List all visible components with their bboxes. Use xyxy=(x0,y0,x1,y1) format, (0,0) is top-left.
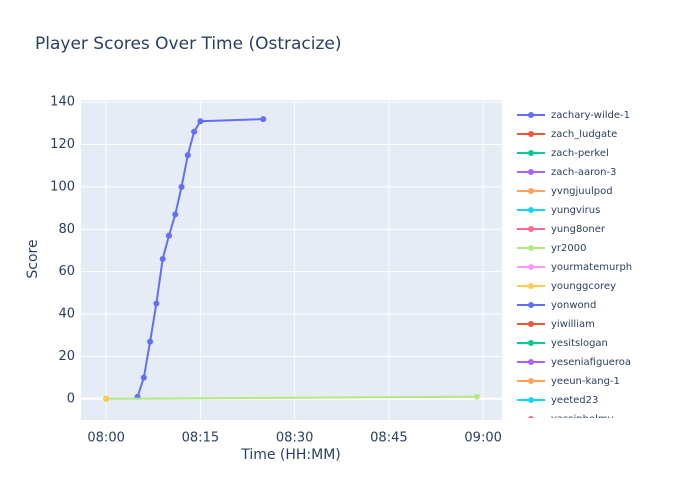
legend-label: yeeted23 xyxy=(551,395,598,406)
y-tick-label: 0 xyxy=(67,391,75,406)
x-tick-label: 08:45 xyxy=(370,431,407,446)
data-point xyxy=(153,300,160,307)
data-point xyxy=(197,118,204,125)
series-line xyxy=(106,395,477,400)
plot xyxy=(103,116,480,402)
legend-marker xyxy=(528,245,534,251)
chart-title: Player Scores Over Time (Ostracize) xyxy=(35,34,342,54)
y-axis-title: Score xyxy=(25,239,41,278)
legend-marker xyxy=(528,131,534,137)
y-tick-label: 100 xyxy=(50,179,75,194)
data-point xyxy=(184,152,191,159)
data-point xyxy=(165,232,172,239)
legend-marker xyxy=(528,112,534,118)
legend-label: yungvirus xyxy=(551,205,600,216)
legend-label: yonwond xyxy=(551,300,596,311)
data-point xyxy=(140,374,147,381)
legend-marker xyxy=(528,283,534,289)
data-point xyxy=(260,116,267,123)
legend-label: yung8oner xyxy=(551,224,606,235)
data-point xyxy=(103,395,110,402)
legend-marker xyxy=(528,207,534,213)
data-point xyxy=(473,393,480,400)
legend-label: younggcorey xyxy=(551,281,616,292)
y-tick-label: 120 xyxy=(50,137,75,152)
legend-label: yourmatemurph xyxy=(551,262,632,273)
legend-marker xyxy=(528,226,534,232)
legend: zachary-wilde-1 zach_ludgate zach-perkel za… xyxy=(517,110,632,425)
legend-label: yr2000 xyxy=(551,243,586,254)
legend-label: yvngjuulpod xyxy=(551,186,613,197)
data-point xyxy=(191,128,198,135)
legend-marker xyxy=(528,340,534,346)
grid xyxy=(81,100,502,420)
x-tick-label: 08:00 xyxy=(87,431,124,446)
legend-label: yeseniafigueroa xyxy=(551,357,631,368)
legend-marker xyxy=(528,359,534,365)
y-tick-label: 140 xyxy=(50,95,75,110)
legend-label: zach-aaron-3 xyxy=(551,167,616,178)
data-point xyxy=(178,183,185,190)
x-axis-title: Time (HH:MM) xyxy=(240,447,341,463)
x-tick-label: 08:15 xyxy=(182,431,219,446)
legend-marker xyxy=(528,378,534,384)
legend-marker xyxy=(528,169,534,175)
data-point xyxy=(147,338,154,345)
y-tick-label: 40 xyxy=(58,307,75,322)
legend-marker xyxy=(528,397,534,403)
legend-label: zach-perkel xyxy=(551,148,609,159)
legend-marker xyxy=(528,321,534,327)
y-tick-label: 80 xyxy=(58,222,75,237)
x-tick-label: 09:00 xyxy=(464,431,501,446)
legend-marker xyxy=(528,150,534,156)
legend-marker xyxy=(528,302,534,308)
y-tick-label: 60 xyxy=(58,264,75,279)
y-tick-label: 20 xyxy=(58,349,75,364)
legend-marker xyxy=(528,188,534,194)
data-point xyxy=(159,255,166,262)
legend-label: yeeun-kang-1 xyxy=(551,376,620,387)
legend-label: yiwilliam xyxy=(551,319,595,330)
legend-label: zachary-wilde-1 xyxy=(551,110,630,121)
legend-label: yassinhelmy xyxy=(551,414,614,425)
legend-marker xyxy=(528,416,534,418)
legend-label: zach_ludgate xyxy=(551,129,617,140)
legend-label: yesitslogan xyxy=(551,338,608,349)
data-point xyxy=(172,211,179,218)
legend-marker xyxy=(528,264,534,270)
plot-area xyxy=(81,100,502,420)
x-tick-label: 08:30 xyxy=(276,431,313,446)
